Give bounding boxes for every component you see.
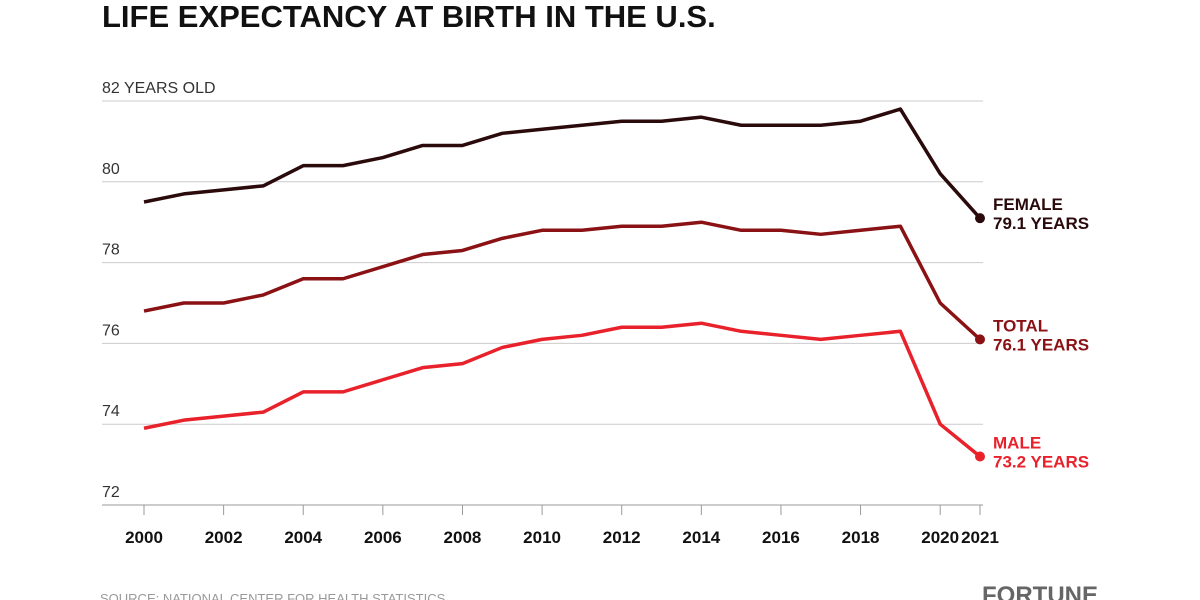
source-note: SOURCE: NATIONAL CENTER FOR HEALTH STATI…: [100, 591, 446, 600]
series-line: [143, 107, 982, 220]
y-tick-label: 78: [102, 242, 120, 259]
x-tick-label: 2021: [961, 528, 999, 547]
y-tick-label: 76: [102, 322, 120, 339]
brand-logo: FORTUNE: [982, 582, 1098, 600]
series-line: [143, 220, 982, 341]
end-label: 76.1 YEARS: [993, 335, 1089, 354]
y-tick-label: 80: [102, 161, 120, 178]
legend-label: FEMALE: [993, 195, 1063, 214]
x-tick-label: 2002: [205, 528, 243, 547]
end-point: [975, 213, 985, 224]
legend-label: MALE: [993, 434, 1041, 453]
y-tick-label: 72: [102, 484, 120, 501]
end-point: [975, 451, 985, 462]
y-tick-label: 82 YEARS OLD: [102, 80, 216, 97]
x-tick-label: 2010: [523, 528, 561, 547]
x-tick-label: 2014: [682, 528, 720, 547]
x-tick-label: 2018: [842, 528, 880, 547]
x-tick-label: 2012: [603, 528, 641, 547]
x-tick-label: 2000: [125, 528, 163, 547]
end-label: 79.1 YEARS: [993, 214, 1089, 233]
x-tick-label: 2008: [444, 528, 482, 547]
end-point: [975, 334, 985, 345]
legend-label: TOTAL: [993, 316, 1048, 335]
y-tick-label: 74: [102, 403, 120, 420]
series-line: [143, 321, 982, 458]
end-label: 73.2 YEARS: [993, 453, 1089, 472]
chart-title: LIFE EXPECTANCY AT BIRTH IN THE U.S.: [102, 0, 716, 34]
x-tick-label: 2016: [762, 528, 800, 547]
x-tick-label: 2004: [284, 528, 322, 547]
x-tick-label: 2020: [921, 528, 959, 547]
x-tick-label: 2006: [364, 528, 402, 547]
